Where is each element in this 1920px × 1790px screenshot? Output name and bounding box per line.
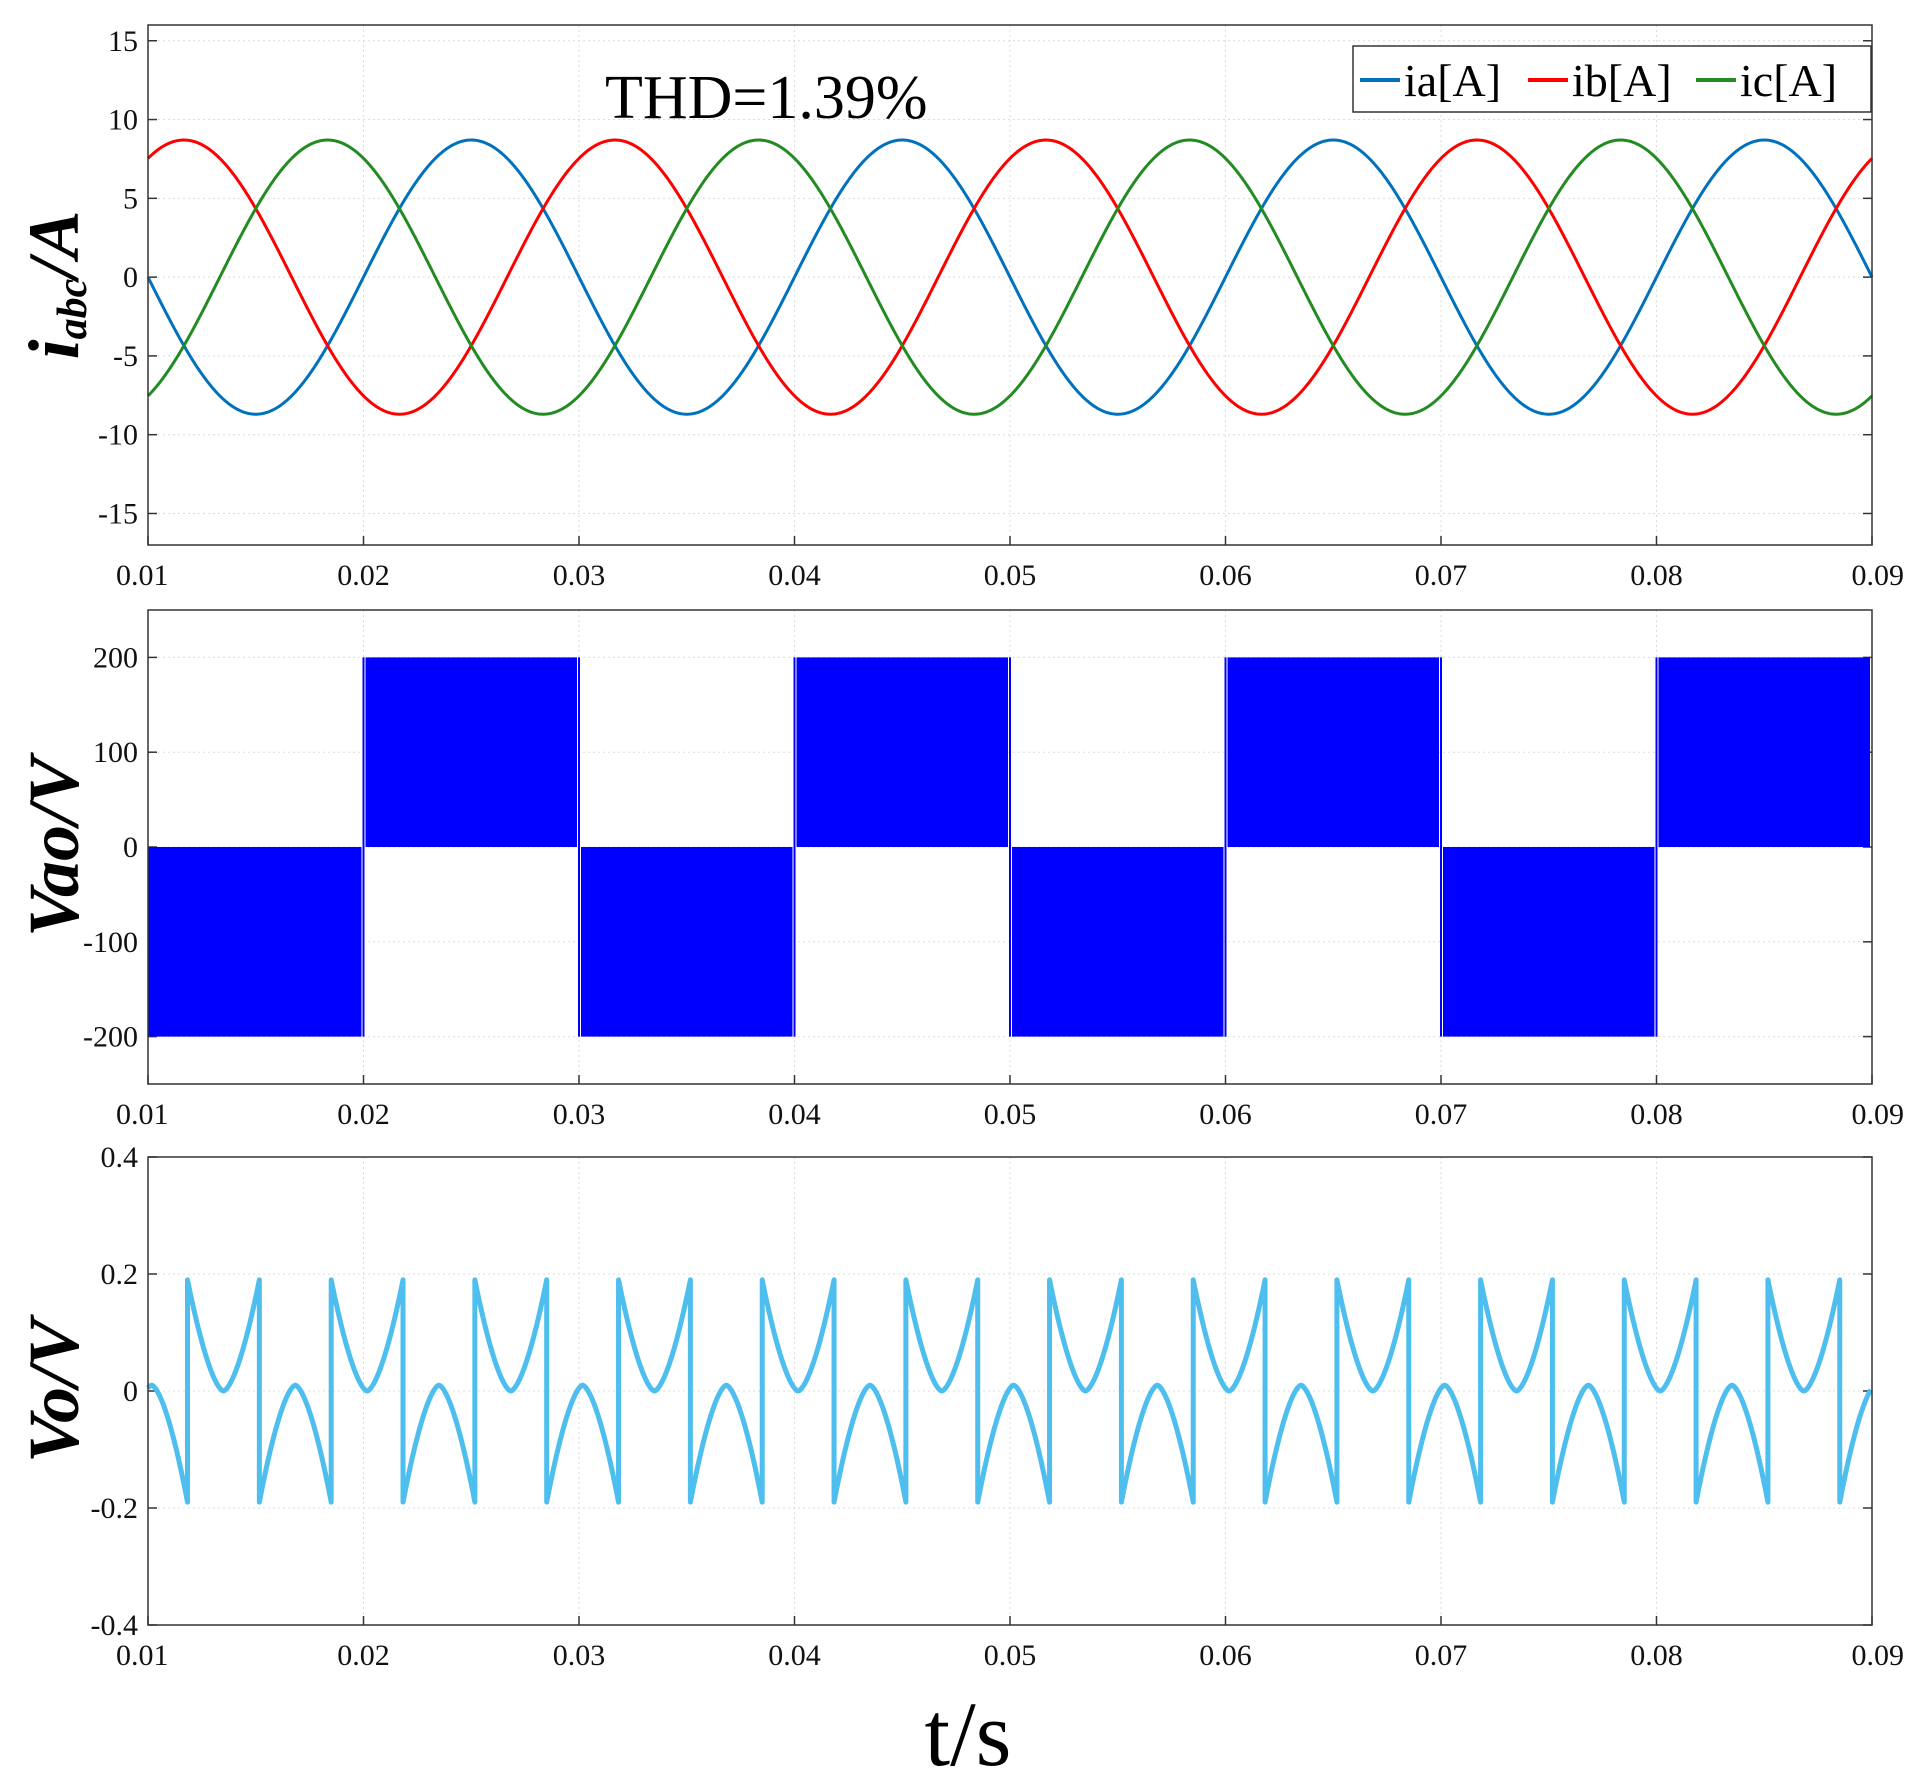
x-tick-label: 0.04 [768, 1639, 821, 1672]
y-tick-label: -15 [98, 497, 138, 530]
y-tick-label: 200 [93, 641, 138, 674]
y-tick-label: 0.4 [101, 1141, 139, 1174]
vao-pwm-band [148, 847, 362, 1037]
y-tick-label: 10 [108, 104, 138, 137]
current-tick-labels: 0.01 0.02 0.03 0.04 0.05 0.06 0.07 0.08 0.09 15 10… [98, 25, 1904, 592]
x-tick-label: 0.08 [1630, 1098, 1683, 1131]
current-legend: ia[A] ib[A] ic[A] [1352, 45, 1872, 113]
legend-label-ib: ib[A] [1572, 55, 1672, 106]
vao-pwm-band [1443, 847, 1655, 1037]
y-tick-label: 15 [108, 25, 138, 58]
vo-y-axis-label: Vo/V [14, 1314, 94, 1463]
x-tick-label: 0.07 [1415, 1098, 1468, 1131]
x-tick-label: 0.09 [1852, 559, 1905, 592]
vao-plot: 0.01 0.02 0.03 0.04 0.05 0.06 0.07 0.08 0.09 200 1… [14, 609, 1904, 1131]
vo-series [146, 1277, 1874, 1505]
vao-plot-frame [147, 609, 1873, 1085]
x-tick-label: 0.02 [337, 1639, 390, 1672]
vo-plot: 0.01 0.02 0.03 0.04 0.05 0.06 0.07 0.08 0.09 0.4 0… [14, 1141, 1904, 1785]
x-tick-label: 0.09 [1852, 1098, 1905, 1131]
y-tick-label: 0.2 [101, 1258, 139, 1291]
legend-box [1352, 45, 1872, 113]
y-tick-label: 0 [123, 261, 138, 294]
vo-plot-frame [147, 1156, 1873, 1626]
x-tick-label: 0.05 [984, 1639, 1037, 1672]
x-tick-label: 0.07 [1415, 559, 1468, 592]
vao-pwm-band [1227, 657, 1439, 847]
x-tick-label: 0.01 [116, 559, 169, 592]
x-tick-label: 0.06 [1199, 1098, 1252, 1131]
x-tick-label: 0.01 [116, 1639, 169, 1672]
x-tick-label: 0.02 [337, 559, 390, 592]
legend-label-ia: ia[A] [1404, 55, 1501, 106]
x-tick-label: 0.05 [984, 559, 1037, 592]
current-y-axis-label: iabc/A [14, 211, 96, 360]
y-tick-label: -5 [113, 340, 138, 373]
x-tick-label: 0.08 [1630, 559, 1683, 592]
x-tick-label: 0.09 [1852, 1639, 1905, 1672]
x-tick-label: 0.03 [553, 559, 606, 592]
x-tick-label: 0.04 [768, 1098, 821, 1131]
vao-pwm-band [796, 657, 1008, 847]
legend-label-ic: ic[A] [1740, 55, 1837, 106]
y-tick-label: 100 [93, 736, 138, 769]
x-axis-label: t/s [925, 1683, 1012, 1785]
x-tick-label: 0.08 [1630, 1639, 1683, 1672]
x-tick-label: 0.06 [1199, 559, 1252, 592]
current-plot-frame [147, 24, 1873, 546]
vo-tick-labels: 0.01 0.02 0.03 0.04 0.05 0.06 0.07 0.08 0.09 0.4 0… [91, 1141, 1905, 1672]
y-tick-label: -0.2 [91, 1492, 139, 1525]
y-tick-label: -100 [83, 926, 138, 959]
x-tick-label: 0.04 [768, 559, 821, 592]
series-line-iba [146, 138, 1874, 416]
x-tick-label: 0.03 [553, 1639, 606, 1672]
y-tick-label: -200 [83, 1021, 138, 1054]
current-series [146, 138, 1874, 416]
x-tick-label: 0.05 [984, 1098, 1037, 1131]
current-plot: 0.01 0.02 0.03 0.04 0.05 0.06 0.07 0.08 0.09 15 10… [14, 24, 1904, 592]
vo-line [146, 1277, 1874, 1505]
series-line-ica [146, 138, 1874, 416]
y-tick-label: 0 [123, 1375, 138, 1408]
x-tick-label: 0.02 [337, 1098, 390, 1131]
vao-tick-labels: 0.01 0.02 0.03 0.04 0.05 0.06 0.07 0.08 0.09 200 1… [83, 641, 1904, 1131]
vao-pwm-band [581, 847, 793, 1037]
vao-pwm-band [365, 657, 577, 847]
y-tick-label: 5 [123, 182, 138, 215]
vao-pwm-band [1658, 657, 1870, 847]
x-tick-label: 0.01 [116, 1098, 169, 1131]
x-tick-label: 0.03 [553, 1098, 606, 1131]
thd-annotation: THD=1.39% [605, 64, 928, 132]
vao-pwm-band [1012, 847, 1224, 1037]
x-tick-label: 0.06 [1199, 1639, 1252, 1672]
series-line-iaa [146, 138, 1874, 416]
vao-y-axis-label: Vao/V [14, 752, 94, 937]
vao-series [148, 657, 1870, 1037]
y-tick-label: 0 [123, 831, 138, 864]
y-tick-label: -10 [98, 419, 138, 452]
y-tick-label: -0.4 [91, 1609, 139, 1642]
x-tick-label: 0.07 [1415, 1639, 1468, 1672]
